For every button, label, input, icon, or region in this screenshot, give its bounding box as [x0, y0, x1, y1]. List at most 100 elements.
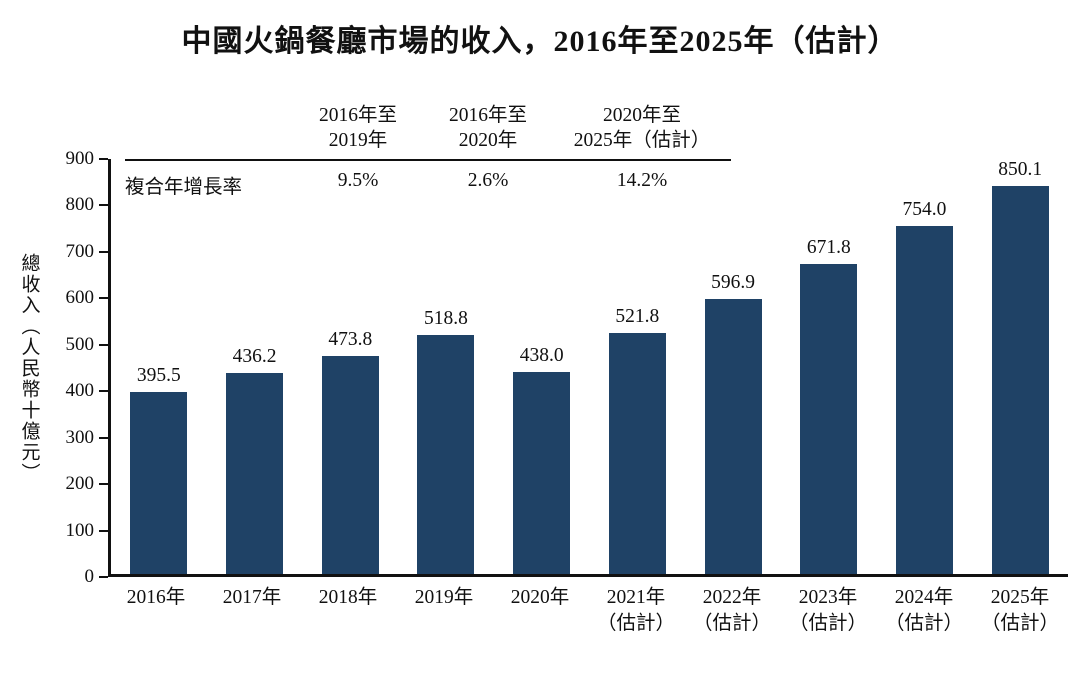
- x-label-4: 2019年: [396, 585, 492, 638]
- y-tick-900: 900: [66, 148, 108, 170]
- cagr-period-3: 2020年至 2025年（估計）: [553, 103, 731, 154]
- bar-column-7: 596.9: [685, 159, 781, 574]
- x-label-5: 2020年: [492, 585, 588, 638]
- y-tick-400: 400: [65, 380, 108, 402]
- bar: [513, 372, 571, 574]
- x-label-7: 2022年 （估計）: [684, 585, 780, 638]
- bar: [417, 334, 475, 574]
- chart-title: 中國火鍋餐廳市場的收入，2016年至2025年（估計）: [181, 25, 899, 58]
- bar-column-9: 754.0: [877, 159, 973, 574]
- bar: [130, 391, 188, 574]
- y-tick-mark: [99, 250, 108, 253]
- y-tick-label-100: 100: [65, 519, 95, 541]
- x-label-line: 2017年: [222, 587, 282, 608]
- bar-value-label: 754.0: [902, 199, 947, 221]
- y-tick-label-500: 500: [65, 333, 95, 355]
- y-tick-label-600: 600: [65, 287, 95, 309]
- cagr-period-2: 2016年至 2020年: [423, 103, 553, 154]
- y-tick-label-700: 700: [65, 240, 95, 262]
- y-tick-label-0: 0: [84, 566, 95, 587]
- y-tick-mark: [99, 436, 108, 439]
- y-axis-label: 總收入（人民幣十億元）: [18, 252, 40, 484]
- x-label-6: 2021年 （估計）: [588, 585, 684, 638]
- x-label-3: 2018年: [300, 585, 396, 638]
- bar-value-label: 436.2: [232, 345, 277, 367]
- x-axis-labels: 2016年 2017年 2018年 2019年 2020年 2021年 （估計） 2022年 （…: [108, 577, 1068, 638]
- y-tick-label-300: 300: [65, 426, 95, 448]
- x-label-line: 2016年: [126, 587, 186, 608]
- bar-value-label: 518.8: [424, 307, 468, 329]
- y-tick-200: 200: [65, 473, 108, 495]
- y-axis-ticks: 0 100 200 300 400 500 600 700 800 900: [50, 148, 108, 587]
- cagr-table-values: 複合年增長率 9.5% 2.6% 14.2%: [125, 161, 731, 199]
- bar-column-4: 518.8: [398, 159, 494, 574]
- x-label-line: 2020年: [510, 587, 570, 608]
- y-tick-0: 0: [84, 566, 108, 588]
- y-tick-mark: [99, 204, 108, 207]
- bar-value-label: 596.9: [711, 271, 755, 293]
- y-tick-label-200: 200: [65, 473, 95, 495]
- cagr-row-label: 複合年增長率: [125, 176, 243, 198]
- x-label-1: 2016年: [108, 585, 204, 638]
- bars: 395.5 436.2 473.8 518.8 438.0 521.8 596.9 671.8…: [111, 159, 1068, 574]
- bar-value-label: 850.1: [998, 159, 1043, 180]
- y-tick-800: 800: [66, 194, 108, 216]
- y-tick-mark: [99, 297, 108, 300]
- cagr-value-3: 14.2%: [616, 169, 668, 191]
- cagr-period-3-line-1: 2020年至: [602, 105, 681, 126]
- bar-value-label: 395.5: [136, 364, 181, 386]
- bar-column-10: 850.1: [972, 159, 1068, 574]
- y-tick-mark: [99, 343, 108, 346]
- y-tick-500: 500: [65, 333, 108, 356]
- x-label-line: 2018年: [318, 587, 378, 608]
- y-tick-mark: [99, 158, 108, 160]
- bar-value-label: 671.8: [806, 237, 851, 259]
- cagr-period-1-line-2: 2019年: [328, 130, 388, 152]
- x-label-8: 2023年 （估計）: [780, 585, 876, 638]
- bar: [991, 186, 1049, 574]
- bar-column-2: 436.2: [207, 159, 303, 574]
- x-label-line: （估計）: [596, 613, 675, 635]
- y-tick-mark: [99, 529, 108, 532]
- bar: [800, 264, 858, 574]
- y-tick-700: 700: [65, 240, 108, 263]
- bar-column-3: 473.8: [302, 159, 398, 574]
- y-tick-600: 600: [65, 287, 108, 309]
- x-label-line: （估計）: [788, 613, 867, 635]
- y-axis-label-wrap: 總收入（人民幣十億元）: [8, 159, 50, 577]
- y-tick-label-400: 400: [65, 380, 95, 402]
- x-label-9: 2024年 （估計）: [876, 585, 972, 638]
- y-tick-100: 100: [65, 519, 108, 542]
- x-label-line: 2021年: [606, 587, 666, 608]
- bar-column-8: 671.8: [781, 159, 877, 574]
- y-tick-300: 300: [65, 426, 108, 449]
- bar: [895, 226, 953, 574]
- x-label-line: （估計）: [884, 613, 963, 635]
- x-label-line: （估計）: [692, 613, 771, 635]
- x-label-2: 2017年: [204, 585, 300, 638]
- cagr-period-1-line-1: 2016年至: [318, 105, 397, 126]
- y-tick-mark: [99, 390, 108, 393]
- x-label-line: 2025年: [990, 587, 1050, 608]
- cagr-period-1: 2016年至 2019年: [293, 103, 423, 154]
- bar-column-6: 521.8: [590, 159, 686, 574]
- y-tick-mark: [99, 483, 108, 486]
- bar: [704, 298, 762, 574]
- bar-column-5: 438.0: [494, 159, 590, 574]
- cagr-table: 2016年至 2019年 2016年至 2020年 2020年至 2025年（估…: [125, 103, 731, 199]
- x-label-10: 2025年 （估計）: [972, 585, 1068, 638]
- x-label-line: 2023年: [798, 587, 858, 608]
- bar-value-label: 473.8: [328, 328, 373, 350]
- cagr-period-2-line-2: 2020年: [458, 130, 518, 152]
- x-label-line: 2019年: [414, 587, 474, 608]
- cagr-header-spacer: [125, 103, 293, 154]
- bar-chart: 總收入（人民幣十億元） 0 100 200 300 400 500 600 700 800 900…: [8, 105, 1068, 638]
- x-label-line: （估計）: [980, 613, 1059, 635]
- bar: [321, 355, 379, 574]
- x-label-line: 2024年: [894, 587, 954, 608]
- y-tick-mark: [99, 576, 108, 578]
- cagr-period-3-line-2: 2025年（估計）: [573, 130, 711, 152]
- bar: [608, 333, 666, 574]
- x-label-line: 2022年: [702, 587, 762, 608]
- cagr-period-2-line-1: 2016年至: [448, 105, 527, 126]
